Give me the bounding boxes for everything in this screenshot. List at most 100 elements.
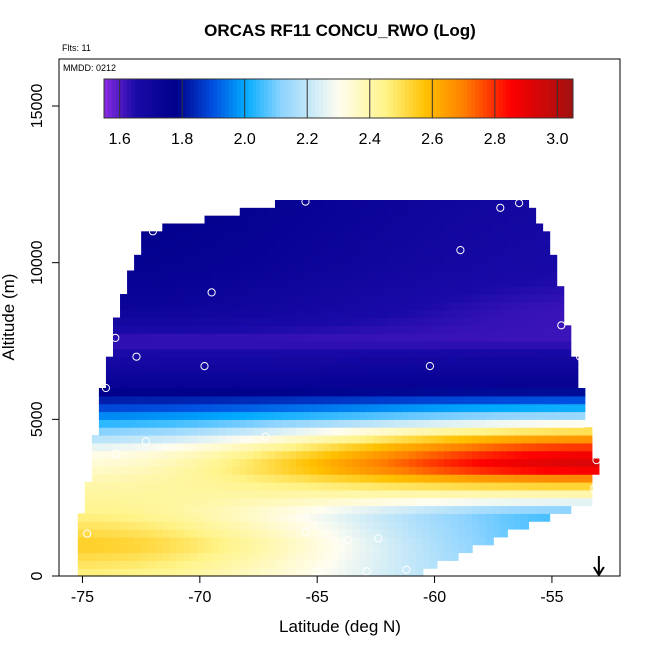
heatmap-cell: [465, 294, 473, 303]
heatmap-cell: [366, 544, 375, 554]
heatmap-cell: [486, 536, 494, 546]
colorbar-swatch: [279, 79, 285, 118]
heatmap-cell: [451, 450, 459, 460]
heatmap-cell: [394, 411, 403, 420]
heatmap-cell: [542, 301, 551, 311]
heatmap-cell: [359, 411, 368, 420]
heatmap-cell: [211, 223, 220, 232]
heatmap-cell: [338, 372, 346, 381]
heatmap-cell: [380, 513, 389, 522]
heatmap-cell: [141, 341, 149, 350]
heatmap-cell: [394, 544, 403, 554]
heatmap-cell: [521, 231, 530, 240]
heatmap-cell: [479, 497, 487, 507]
heatmap-cell: [556, 356, 565, 366]
heatmap-cell: [542, 466, 551, 475]
colorbar-swatch: [369, 79, 375, 118]
heatmap-cell: [155, 435, 163, 444]
heatmap-cell: [422, 380, 431, 389]
heatmap-cell: [373, 568, 382, 577]
heatmap-cell: [359, 529, 368, 538]
heatmap-cell: [436, 380, 445, 389]
heatmap-cell: [500, 435, 508, 444]
heatmap-cell: [458, 262, 466, 272]
heatmap-cell: [260, 521, 269, 530]
heatmap-cell: [105, 395, 114, 405]
heatmap-cell: [274, 200, 283, 209]
heatmap-cell: [127, 560, 135, 569]
heatmap-cell: [465, 348, 473, 358]
heatmap-cell: [451, 348, 459, 358]
heatmap-cell: [127, 497, 135, 507]
heatmap-cell: [190, 568, 199, 577]
heatmap-cell: [127, 568, 135, 577]
heatmap-cell: [542, 348, 551, 358]
heatmap-cell: [289, 442, 297, 452]
heatmap-cell: [190, 254, 199, 264]
heatmap-cell: [338, 356, 346, 366]
heatmap-cell: [289, 474, 297, 483]
heatmap-cell: [514, 450, 523, 460]
heatmap-cell: [345, 388, 354, 397]
sample-point: [101, 383, 111, 393]
heatmap-cell: [239, 254, 248, 264]
heatmap-cell: [176, 529, 184, 538]
heatmap-cell: [204, 247, 213, 256]
heatmap-cell: [303, 262, 311, 272]
heatmap-cell: [415, 270, 424, 279]
heatmap-cell: [148, 286, 156, 295]
heatmap-cell: [570, 419, 579, 428]
heatmap-cell: [267, 466, 276, 475]
heatmap-cell: [232, 458, 241, 467]
heatmap-cell: [190, 395, 199, 405]
sample-point: [111, 333, 120, 342]
heatmap-cell: [380, 435, 389, 444]
heatmap-cell: [387, 200, 396, 209]
heatmap-cell: [162, 333, 170, 342]
heatmap-cell: [190, 482, 199, 491]
heatmap-cell: [331, 239, 339, 248]
heatmap-cell: [458, 294, 466, 303]
heatmap-cell: [197, 278, 206, 287]
heatmap-cell: [436, 395, 445, 405]
heatmap-cell: [380, 278, 389, 287]
heatmap-cell: [148, 552, 156, 561]
heatmap-cell: [500, 309, 508, 319]
heatmap-cell: [296, 521, 304, 530]
heatmap-cell: [514, 395, 523, 405]
heatmap-cell: [443, 364, 452, 373]
heatmap-cell: [218, 536, 227, 546]
heatmap-cell: [401, 231, 410, 240]
heatmap-cell: [112, 536, 121, 546]
heatmap-cell: [267, 301, 276, 311]
heatmap-cell: [528, 497, 537, 507]
heatmap-cell: [486, 403, 494, 413]
heatmap-cell: [296, 317, 304, 326]
heatmap-cell: [239, 262, 248, 272]
heatmap-cell: [521, 247, 530, 256]
heatmap-cell: [521, 427, 530, 436]
heatmap-cell: [401, 552, 410, 561]
heatmap-cell: [176, 364, 184, 373]
heatmap-cell: [239, 309, 248, 319]
heatmap-cell: [148, 536, 156, 546]
heatmap-cell: [373, 458, 382, 467]
heatmap-cell: [521, 200, 530, 209]
sample-point: [313, 567, 322, 576]
heatmap-cell: [141, 521, 149, 530]
heatmap-cell: [274, 364, 283, 373]
colorbar-swatch: [131, 79, 136, 118]
heatmap-cell: [296, 309, 304, 319]
heatmap-cell: [563, 450, 572, 460]
heatmap-cell: [281, 497, 290, 507]
heatmap-cell: [401, 309, 410, 319]
sample-point: [374, 534, 383, 543]
heatmap-cell: [162, 223, 170, 232]
heatmap-cell: [331, 247, 339, 256]
heatmap-cell: [190, 294, 199, 303]
heatmap-cell: [190, 380, 199, 389]
heatmap-cell: [267, 427, 276, 436]
heatmap-cell: [359, 388, 368, 397]
heatmap-cell: [429, 505, 438, 514]
heatmap-cell: [169, 270, 177, 279]
